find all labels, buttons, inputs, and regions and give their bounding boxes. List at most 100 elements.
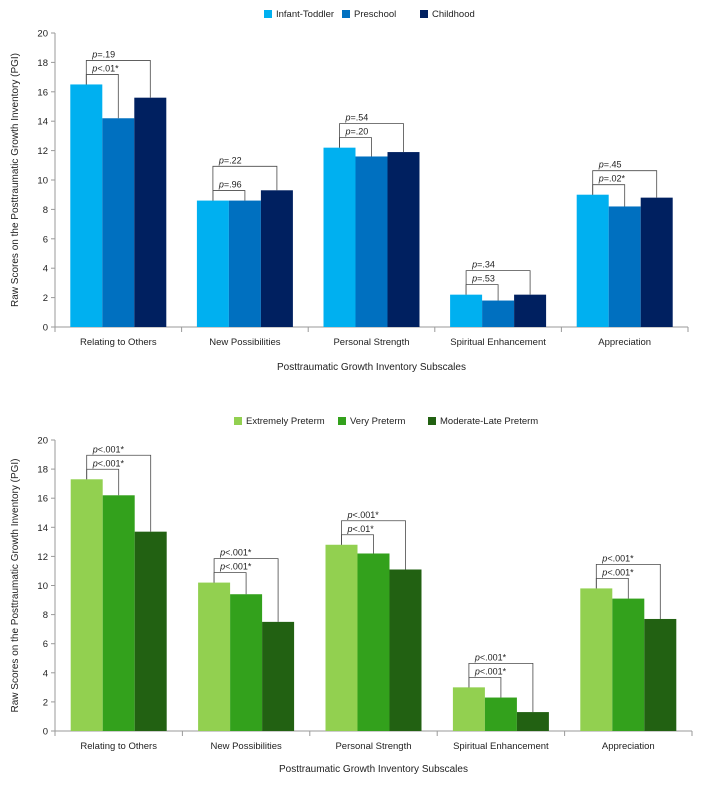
p-value: <.001* (98, 444, 125, 454)
bar-moderate-late-preterm-3 (516, 712, 549, 731)
p-value-label: p=.02* (598, 174, 626, 184)
y-tick-label: 12 (37, 146, 48, 157)
bar-infant-toddler-0 (70, 84, 103, 327)
x-axis-title: Posttraumatic Growth Inventory Subscales (279, 764, 468, 775)
p-value-label: p<.01* (91, 63, 119, 73)
p-value-label: p<.001* (601, 567, 634, 577)
bar-preschool-3 (482, 300, 515, 327)
bracket-line (341, 520, 406, 570)
x-tick-label: New Possibilities (209, 337, 281, 348)
significance-bracket-2-1: p=.54 (339, 113, 404, 153)
p-symbol: p (347, 524, 353, 534)
legend-swatch-2 (420, 10, 428, 18)
p-value: <.001* (480, 666, 507, 676)
bar-very-preterm-2 (357, 553, 390, 731)
y-tick-label: 8 (43, 205, 48, 216)
p-symbol: p (345, 113, 351, 123)
y-tick-label: 20 (37, 29, 48, 40)
significance-bracket-1-1: p=.22 (212, 155, 278, 201)
p-value: =.96 (224, 180, 242, 190)
bar-moderate-late-preterm-2 (389, 569, 422, 731)
p-value: =.53 (477, 274, 495, 284)
bar-infant-toddler-1 (196, 200, 229, 327)
y-tick-label: 20 (37, 436, 48, 447)
p-value-label: p=.20 (345, 127, 369, 137)
p-value: <.001* (225, 562, 252, 572)
significance-bracket-0-1: p=.19 (85, 49, 151, 98)
bracket-line (85, 60, 151, 98)
bar-very-preterm-4 (612, 598, 645, 731)
bracket-line (212, 190, 246, 201)
legend-label-1: Very Preterm (350, 416, 406, 427)
p-symbol: p (474, 666, 480, 676)
p-symbol: p (92, 444, 98, 454)
p-value: <.001* (98, 458, 125, 468)
p-value-label: p=.19 (91, 49, 115, 59)
p-symbol: p (219, 548, 225, 558)
legend-label-0: Infant-Toddler (276, 9, 334, 20)
y-tick-label: 4 (43, 264, 48, 275)
bar-childhood-4 (640, 197, 673, 327)
significance-bracket-4-1: p<.001* (595, 553, 661, 619)
bar-moderate-late-preterm-0 (134, 531, 167, 731)
significance-bracket-1-0: p=.96 (212, 180, 246, 201)
bar-preschool-0 (102, 118, 135, 327)
p-symbol: p (471, 274, 477, 284)
p-value-label: p<.001* (474, 666, 507, 676)
p-value: <.001* (607, 553, 634, 563)
p-symbol: p (218, 155, 224, 165)
bar-very-preterm-1 (230, 594, 263, 731)
bracket-line (468, 662, 534, 713)
bracket-line (86, 454, 152, 532)
legend-swatch-2 (428, 417, 436, 425)
y-axis-title: Raw Scores on the Posttraumatic Growth I… (10, 459, 21, 713)
p-value-label: p<.001* (219, 548, 252, 558)
legend-label-1: Preschool (354, 9, 396, 20)
p-value: <.001* (353, 510, 380, 520)
bar-infant-toddler-2 (323, 147, 356, 327)
y-tick-label: 6 (43, 639, 48, 650)
p-value-label: p<.001* (347, 510, 380, 520)
bar-infant-toddler-4 (576, 194, 609, 327)
legend-swatch-0 (234, 417, 242, 425)
legend-swatch-1 (342, 10, 350, 18)
p-symbol: p (601, 567, 607, 577)
bar-very-preterm-0 (102, 495, 135, 731)
p-value: =.22 (224, 155, 242, 165)
bar-extremely-preterm-2 (325, 544, 358, 731)
p-symbol: p (471, 260, 477, 270)
significance-bracket-3-1: p=.34 (465, 260, 531, 295)
y-tick-label: 8 (43, 610, 48, 621)
y-tick-label: 14 (37, 523, 48, 534)
p-symbol: p (347, 510, 353, 520)
p-symbol: p (92, 458, 98, 468)
bracket-line (465, 270, 531, 295)
bracket-line (213, 558, 279, 622)
legend-label-0: Extremely Preterm (246, 416, 325, 427)
y-tick-label: 0 (43, 727, 48, 738)
bar-childhood-0 (134, 97, 167, 328)
significance-bracket-1-1: p<.001* (213, 548, 279, 622)
p-symbol: p (91, 63, 97, 73)
y-tick-label: 16 (37, 87, 48, 98)
y-axis-title: Raw Scores on the Posttraumatic Growth I… (10, 53, 21, 307)
bar-extremely-preterm-0 (70, 479, 103, 731)
p-value-label: p<.001* (219, 562, 252, 572)
x-axis-title: Posttraumatic Growth Inventory Subscales (277, 362, 466, 373)
y-tick-label: 2 (43, 293, 48, 304)
legend-label-2: Childhood (432, 9, 475, 20)
bar-extremely-preterm-1 (198, 582, 231, 731)
p-value-label: p<.001* (601, 553, 634, 563)
p-value: =.54 (351, 113, 369, 123)
bar-very-preterm-3 (484, 697, 517, 731)
p-value-label: p=.22 (218, 155, 242, 165)
bar-preschool-4 (608, 206, 641, 327)
p-symbol: p (345, 127, 351, 137)
chart-top: Infant-Toddler Preschool Childhood 0 2 4 6 8 10 1… (10, 9, 689, 373)
bar-extremely-preterm-4 (580, 588, 613, 731)
p-value: =.02* (604, 174, 626, 184)
y-tick-label: 10 (37, 581, 48, 592)
bar-childhood-3 (514, 294, 547, 327)
p-value-label: p=.53 (471, 274, 495, 284)
y-tick-label: 18 (37, 465, 48, 476)
